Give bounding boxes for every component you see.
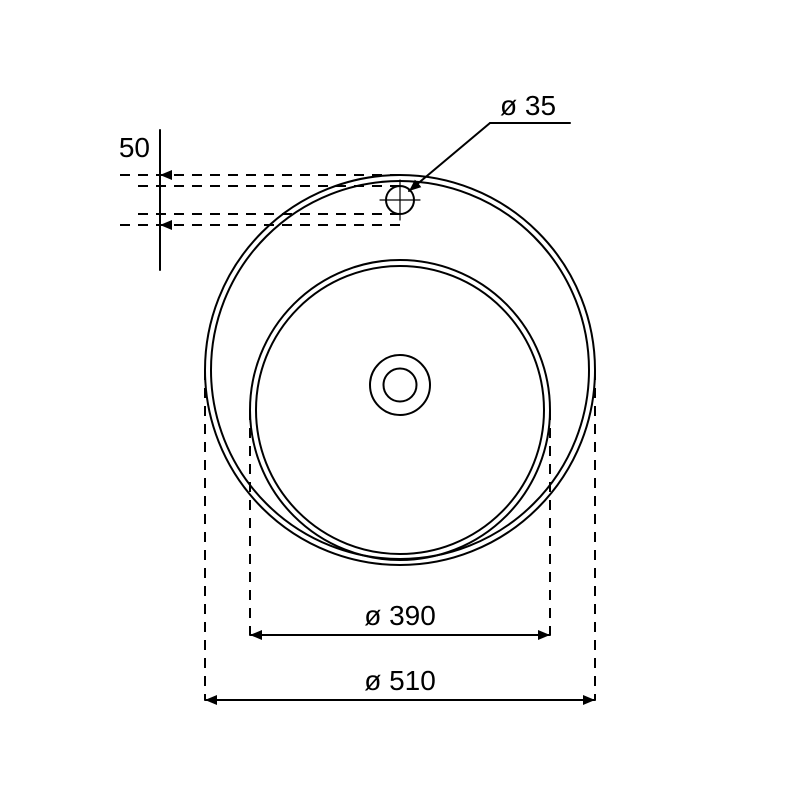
- basin-outline-inner: [256, 266, 544, 554]
- dim-label-tap: ø 35: [500, 90, 556, 121]
- technical-drawing: ø 510 ø 390 ø 35 50: [0, 0, 800, 800]
- dim-label-outer: ø 510: [364, 665, 436, 696]
- outer-rim: [205, 175, 595, 565]
- drain-inner: [384, 369, 417, 402]
- drain-outer: [370, 355, 430, 415]
- dim-label-basin: ø 390: [364, 600, 436, 631]
- dim-label-50: 50: [119, 132, 150, 163]
- basin-outline: [250, 260, 550, 560]
- outer-rim-inner: [211, 181, 589, 559]
